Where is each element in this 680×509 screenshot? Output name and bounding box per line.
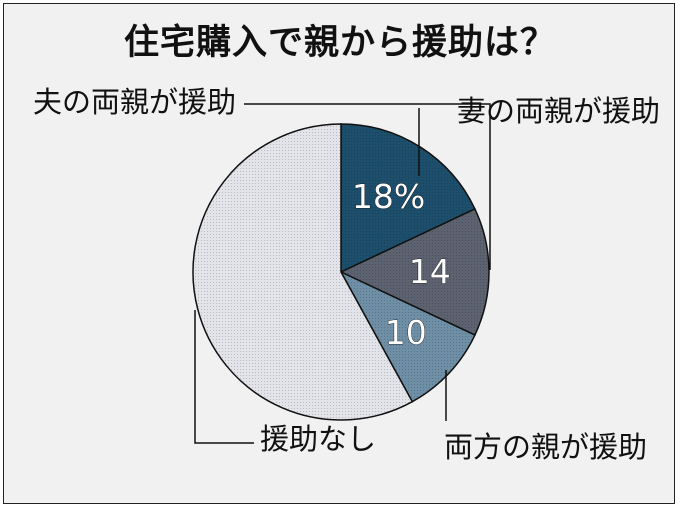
chart-title: 住宅購入で親から援助は？ — [123, 23, 556, 63]
leader-line — [194, 310, 254, 444]
slice-value-label: 18% — [352, 177, 425, 216]
slice-value-label: 10 — [385, 313, 427, 352]
slice-category-label: 援助なし — [260, 422, 376, 456]
leader-line — [244, 103, 491, 270]
slice-category-label: 夫の両親が援助 — [33, 85, 236, 119]
pie-slice-texture — [341, 208, 490, 336]
pie-slice-texture — [341, 272, 475, 402]
pie-slice-texture — [192, 124, 413, 420]
slice-category-label: 妻の両親が援助 — [457, 94, 660, 128]
slice-value-label: 14 — [409, 252, 451, 291]
pie-slice-texture — [341, 124, 475, 272]
slice-category-label: 両方の親が援助 — [444, 430, 647, 464]
